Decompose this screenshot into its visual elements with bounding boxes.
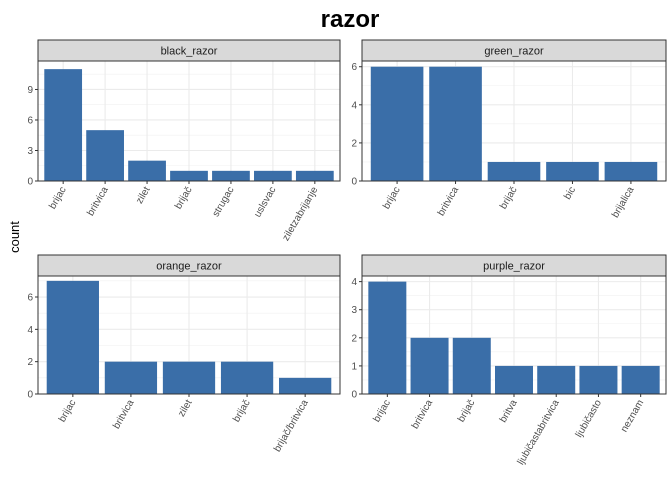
x-tick-label: ljubičasto <box>574 398 605 440</box>
x-tick-label: britvica <box>436 185 462 218</box>
bar-brijac <box>46 280 99 394</box>
bar-zilet <box>128 160 166 181</box>
y-tick-label: 6 <box>27 115 33 126</box>
y-tick-label: 2 <box>351 138 357 149</box>
bar-strugac <box>212 170 250 181</box>
x-tick-label: brijač <box>498 185 519 211</box>
y-tick-label: 9 <box>27 85 33 96</box>
bar-britvica <box>104 361 158 394</box>
y-tick-label: 6 <box>351 62 357 73</box>
panel-border <box>37 60 341 182</box>
x-tick-label: brijac <box>371 398 392 424</box>
bar-bic <box>546 161 599 181</box>
y-tick-label: 4 <box>351 277 357 288</box>
bar-ljubičasto <box>579 365 618 394</box>
x-tick-label: britvica <box>111 398 137 431</box>
x-tick-label: ljubičastabritvica <box>516 398 562 467</box>
x-tick-label: brijač <box>456 398 477 424</box>
bar-brijac <box>44 69 83 181</box>
x-tick-label: strugac <box>211 185 237 219</box>
y-tick-label: 3 <box>27 146 33 157</box>
y-axis-title: count <box>7 221 22 253</box>
x-tick-label: uslsvac <box>252 185 278 219</box>
y-tick-label: 3 <box>351 305 357 316</box>
bar-brijac <box>368 281 407 394</box>
x-tick-label: britvica <box>85 185 111 218</box>
bar-neznam <box>621 365 660 394</box>
x-tick-label: britva <box>498 398 520 425</box>
x-tick-label: neznam <box>619 398 646 434</box>
panel-strip-label: purple_razor <box>483 261 545 273</box>
bar-uslsvac <box>254 170 292 181</box>
bar-ziletzabrijanje <box>295 170 334 181</box>
y-tick-label: 4 <box>351 100 357 111</box>
bar-britvica <box>86 130 124 181</box>
x-tick-label: brijac <box>57 398 78 424</box>
y-tick-label: 1 <box>351 361 357 372</box>
bar-britvica <box>410 337 449 394</box>
panel-purple_razor: purple_razor 0 1 2 3 4 brijac britvica brijač bri… <box>351 254 667 467</box>
panel-orange_razor: orange_razor 0 2 4 6 brijac britvica zilet brija… <box>27 254 341 454</box>
panel-strip-label: green_razor <box>484 46 544 58</box>
y-tick-label: 2 <box>27 357 33 368</box>
panel-strip-label: black_razor <box>161 46 218 58</box>
x-tick-label: brijac <box>381 185 402 211</box>
y-tick-label: 6 <box>27 293 33 304</box>
y-tick-label: 0 <box>351 390 357 401</box>
bar-brijač/britvica <box>279 377 332 394</box>
bar-britva <box>495 365 533 394</box>
y-tick-label: 4 <box>27 325 33 336</box>
x-tick-label: brijač/britvica <box>272 398 311 454</box>
panels-grid: black_razor 0 3 6 9 brijac britvica zilet brijač… <box>27 39 667 467</box>
bar-brijač <box>452 337 491 394</box>
bar-zilet <box>162 361 216 394</box>
panel-strip-label: orange_razor <box>156 261 222 273</box>
bar-ljubičastabritvica <box>537 365 576 394</box>
x-tick-label: zilet <box>134 185 153 206</box>
bar-britvica <box>429 66 482 181</box>
x-tick-label: brijac <box>47 185 68 211</box>
chart-title: razor <box>321 6 380 33</box>
bar-brijač <box>487 161 541 181</box>
bar-brijac <box>370 66 424 181</box>
panel-border <box>37 275 341 395</box>
x-tick-label: bic <box>562 185 578 202</box>
bar-brijalica <box>604 161 658 181</box>
panel-border <box>361 60 667 182</box>
x-tick-label: brijalica <box>610 185 637 220</box>
bar-brijač <box>170 170 208 181</box>
y-tick-label: 0 <box>27 177 33 188</box>
y-tick-label: 0 <box>351 177 357 188</box>
y-tick-label: 2 <box>351 333 357 344</box>
bar-brijač <box>220 361 274 394</box>
x-tick-label: brijač <box>231 398 252 424</box>
x-tick-label: brijač <box>173 185 194 211</box>
x-tick-label: britvica <box>410 398 436 431</box>
panel-green_razor: green_razor 0 2 4 6 brijac britvica brijač bic br… <box>351 39 667 220</box>
panel-border <box>361 275 667 395</box>
x-tick-label: zilet <box>176 398 195 419</box>
y-tick-label: 0 <box>27 390 33 401</box>
panel-black_razor: black_razor 0 3 6 9 brijac britvica zilet brijač… <box>27 39 341 243</box>
x-tick-label: ziletzabrijanje <box>281 185 321 243</box>
